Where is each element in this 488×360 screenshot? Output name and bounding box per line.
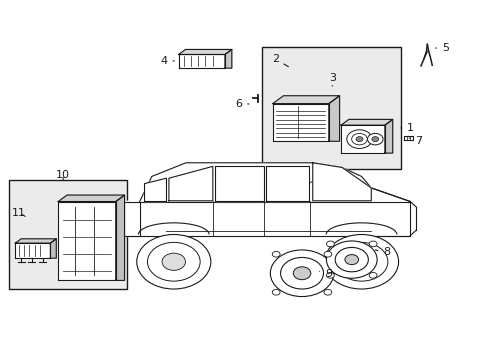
Circle shape [272,289,280,295]
Text: 5: 5 [435,43,448,53]
Polygon shape [328,96,339,141]
Circle shape [346,130,371,148]
Polygon shape [168,166,212,201]
Text: 1: 1 [400,123,413,133]
Text: 3: 3 [328,73,335,86]
Circle shape [147,242,200,281]
Polygon shape [120,202,409,235]
Bar [261,47,400,169]
Polygon shape [224,49,231,68]
Text: 2: 2 [271,54,288,67]
Polygon shape [404,135,412,140]
Polygon shape [340,120,392,125]
Bar [9,180,127,289]
Polygon shape [120,163,409,202]
Circle shape [270,250,333,297]
Polygon shape [384,120,392,153]
Circle shape [349,253,372,270]
Text: 4: 4 [160,56,174,66]
Text: 11: 11 [12,208,26,218]
Circle shape [366,134,382,145]
Circle shape [344,255,358,265]
Polygon shape [272,104,328,141]
Polygon shape [272,96,339,104]
Text: 8: 8 [374,247,389,257]
Circle shape [272,251,280,257]
Circle shape [137,234,210,289]
Polygon shape [15,243,50,258]
Polygon shape [178,54,224,68]
Circle shape [351,134,366,145]
Polygon shape [340,125,384,153]
Polygon shape [215,166,264,201]
Circle shape [324,234,398,289]
Circle shape [334,247,367,272]
Text: 6: 6 [235,99,248,109]
Circle shape [324,289,331,295]
Text: 10: 10 [56,170,70,180]
Circle shape [280,257,323,289]
Polygon shape [144,178,166,202]
Polygon shape [178,49,231,54]
Polygon shape [58,202,116,280]
Circle shape [293,267,310,280]
Circle shape [326,241,376,278]
Circle shape [371,136,378,141]
Polygon shape [15,239,56,243]
Circle shape [355,136,362,141]
Circle shape [324,251,331,257]
Circle shape [334,242,387,281]
Circle shape [162,253,185,270]
Polygon shape [312,163,370,201]
Circle shape [326,241,334,247]
Text: 9: 9 [319,269,331,279]
Circle shape [368,241,376,247]
Polygon shape [116,195,124,280]
Polygon shape [266,166,308,201]
Polygon shape [58,195,124,202]
Circle shape [326,273,334,278]
Circle shape [368,273,376,278]
Polygon shape [50,239,56,258]
Text: 7: 7 [408,136,422,145]
